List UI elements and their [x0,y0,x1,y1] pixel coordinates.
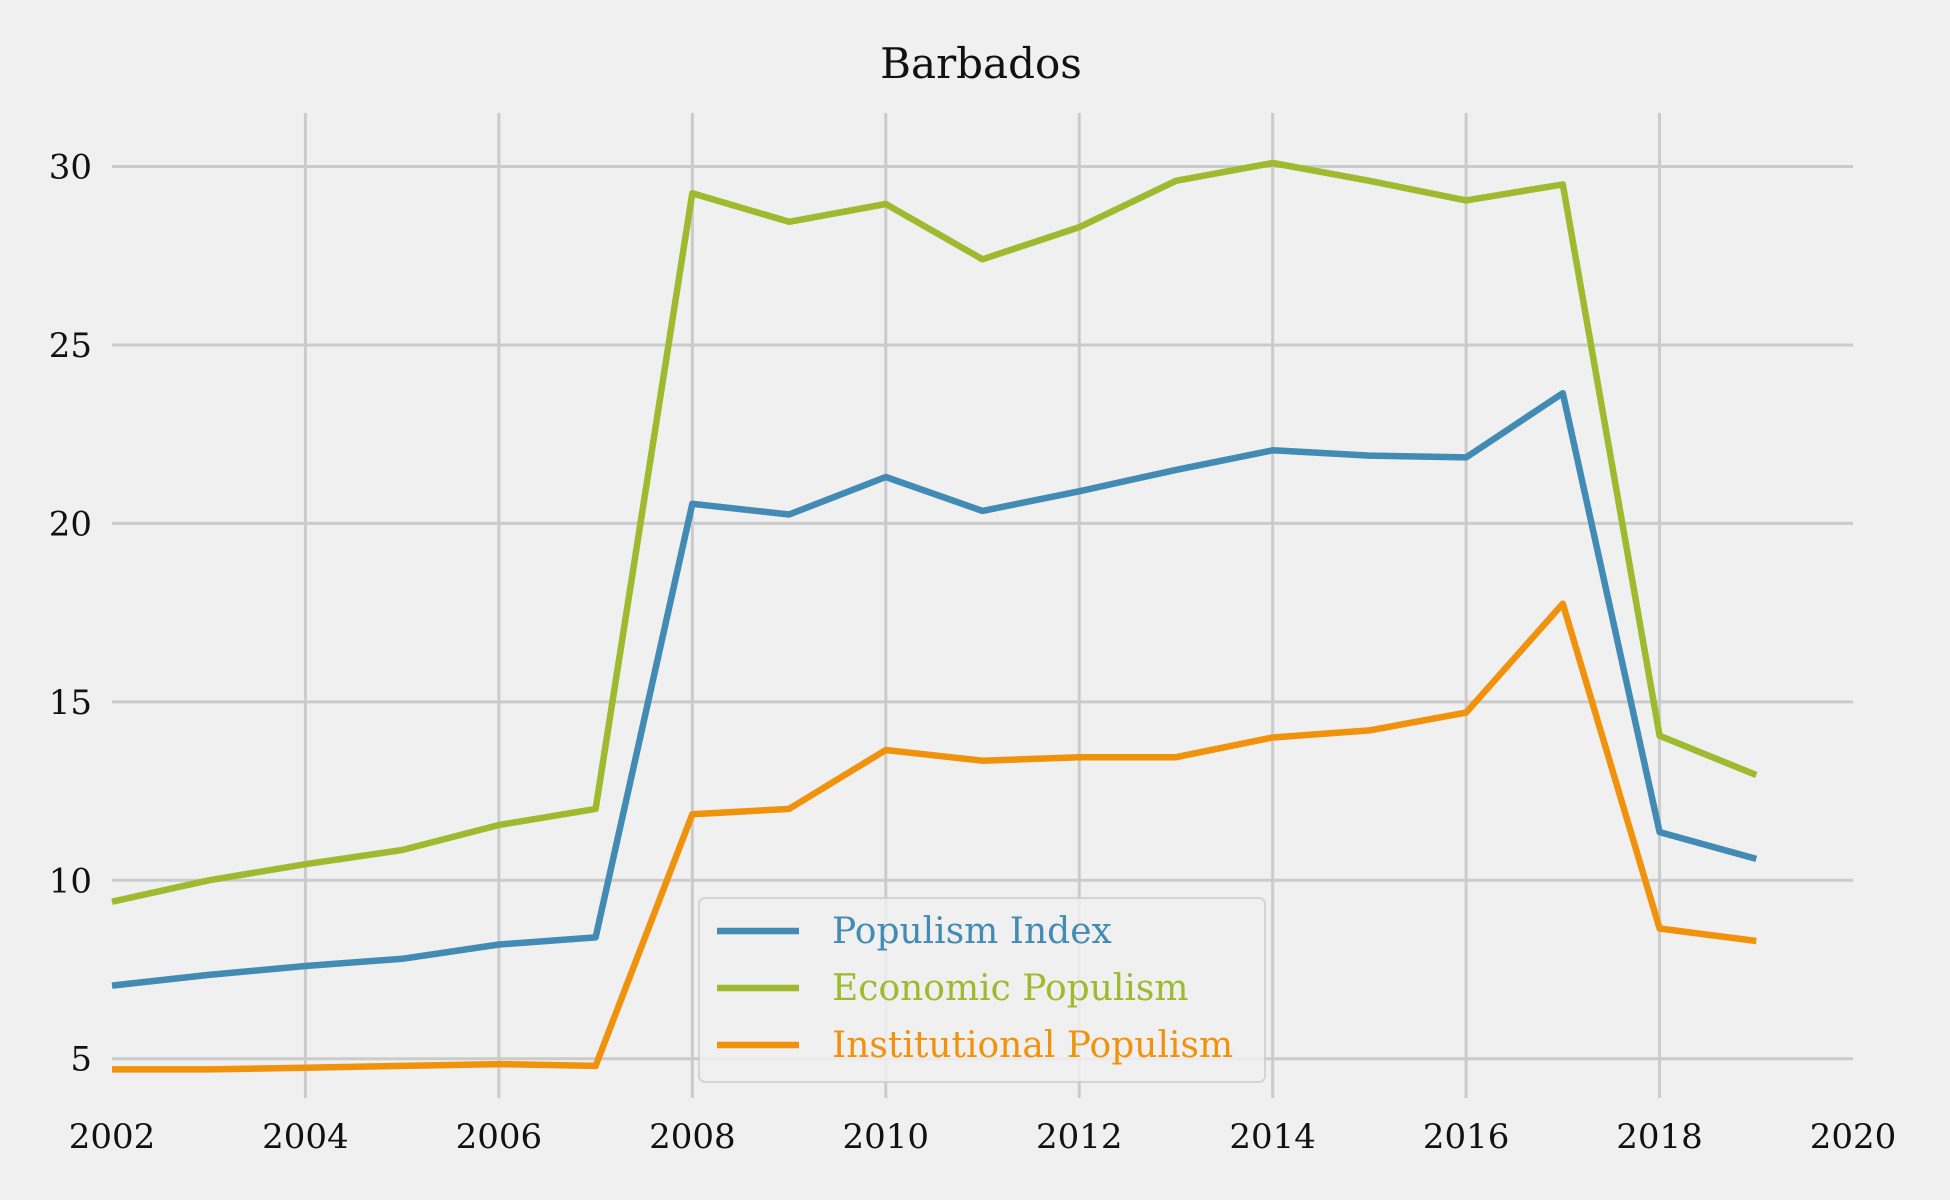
legend-label: Economic Populism [832,968,1189,1009]
series-line-economic-populism [111,159,1758,905]
chart-title: Barbados [880,39,1082,88]
x-tick-label: 2018 [1616,1117,1703,1157]
y-tick-label: 10 [49,861,92,901]
grid [112,113,1853,1098]
series-line-institutional-populism [112,600,1757,1073]
legend-box [698,897,1266,1083]
series-lines [111,159,1758,1073]
x-tick-label: 2012 [1036,1117,1123,1157]
x-tick-label: 2016 [1423,1117,1510,1157]
y-tick-label: 30 [49,148,92,188]
legend-label: Populism Index [832,911,1112,952]
x-tick-label: 2002 [69,1117,156,1157]
y-tick-label: 15 [49,683,92,723]
tick-labels: 2002 2004 2006 2008 2010 2012 2014 2016 2018 2020… [49,148,1897,1157]
y-tick-label: 25 [49,326,92,366]
legend-label: Institutional Populism [832,1025,1233,1066]
x-tick-label: 2008 [649,1117,736,1157]
x-tick-label: 2014 [1229,1117,1316,1157]
y-tick-label: 20 [49,504,92,544]
y-tick-label: 5 [70,1040,92,1080]
series-line-populism-index [111,389,1758,989]
x-tick-label: 2006 [456,1117,543,1157]
legend: Populism Index Economic Populism Instituti… [698,897,1266,1083]
x-tick-label: 2004 [262,1117,349,1157]
x-tick-label: 2020 [1810,1117,1897,1157]
x-tick-label: 2010 [843,1117,930,1157]
